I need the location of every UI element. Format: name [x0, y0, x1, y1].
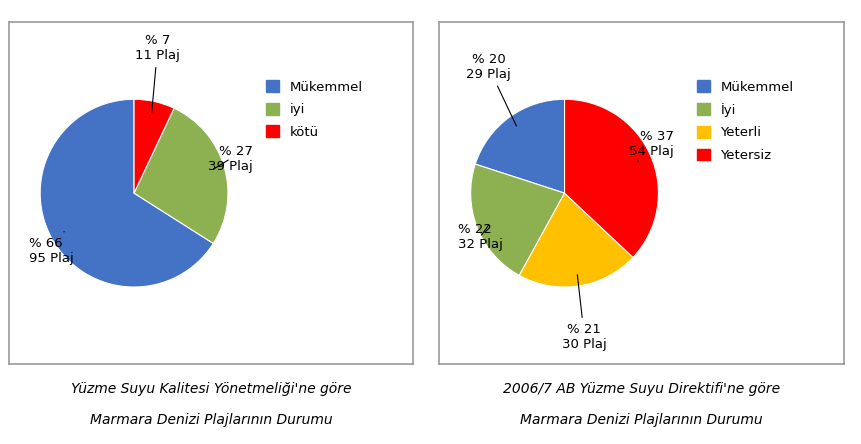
Text: Marmara Denizi Plajlarının Durumu: Marmara Denizi Plajlarının Durumu	[90, 413, 332, 427]
Text: % 66
95 Plaj: % 66 95 Plaj	[28, 232, 73, 265]
Wedge shape	[475, 99, 565, 193]
Legend: Mükemmel, iyi, kötü: Mükemmel, iyi, kötü	[266, 80, 363, 139]
Legend: Mükemmel, İyi, Yeterli, Yetersiz: Mükemmel, İyi, Yeterli, Yetersiz	[697, 80, 794, 162]
Text: % 21
30 Plaj: % 21 30 Plaj	[562, 275, 607, 351]
Wedge shape	[565, 99, 659, 258]
Text: % 7
11 Plaj: % 7 11 Plaj	[135, 34, 180, 112]
Text: % 22
32 Plaj: % 22 32 Plaj	[457, 223, 503, 251]
Text: % 37
54 Plaj: % 37 54 Plaj	[629, 130, 673, 162]
Text: % 27
39 Plaj: % 27 39 Plaj	[208, 145, 253, 173]
Wedge shape	[40, 99, 214, 287]
Text: 2006/7 AB Yüzme Suyu Direktifi'ne göre: 2006/7 AB Yüzme Suyu Direktifi'ne göre	[503, 382, 780, 396]
Text: % 20
29 Plaj: % 20 29 Plaj	[466, 53, 517, 126]
Text: Marmara Denizi Plajlarının Durumu: Marmara Denizi Plajlarının Durumu	[520, 413, 763, 427]
Wedge shape	[134, 99, 174, 193]
Wedge shape	[519, 193, 633, 287]
Wedge shape	[471, 164, 565, 275]
Text: Yüzme Suyu Kalitesi Yönetmeliği'ne göre: Yüzme Suyu Kalitesi Yönetmeliği'ne göre	[71, 382, 351, 396]
Wedge shape	[134, 108, 228, 243]
